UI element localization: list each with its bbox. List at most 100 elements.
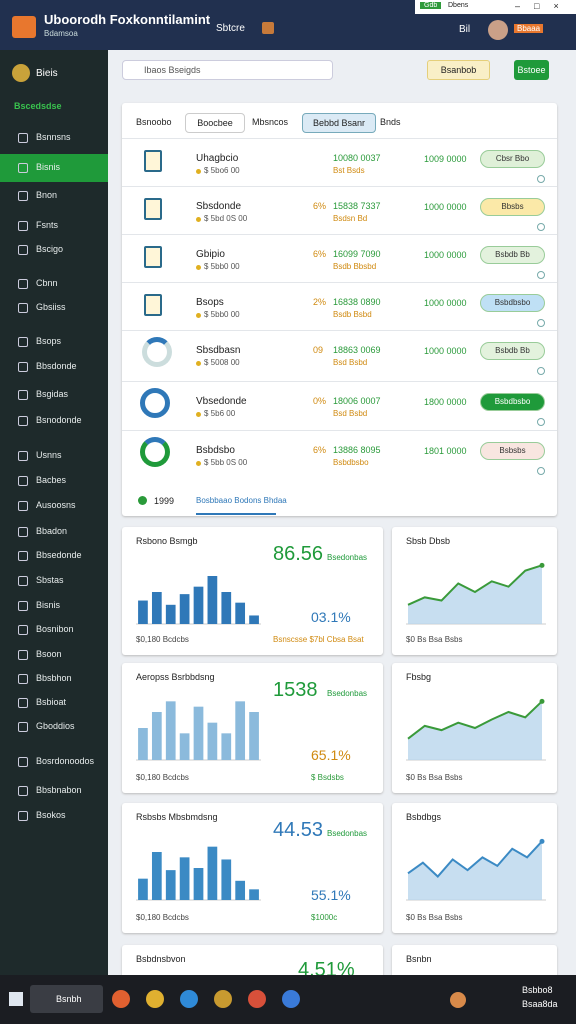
nav-icon <box>18 501 28 511</box>
bar <box>235 701 246 760</box>
tab[interactable]: Bsnoobo <box>136 117 172 127</box>
card-big-label: Bsedonbas <box>327 689 368 698</box>
nav-item[interactable]: Bbsedonde <box>36 550 82 560</box>
nav-item[interactable]: Bsbioat <box>36 697 67 707</box>
row-dot <box>196 412 201 417</box>
bar <box>235 880 246 900</box>
nav-icon <box>18 811 28 821</box>
nav-item[interactable]: Bscedsdse <box>14 101 62 111</box>
nav-icon <box>18 551 28 561</box>
row-info <box>537 223 545 231</box>
footer-icon <box>138 496 147 505</box>
menu[interactable]: Sbtcre <box>216 23 245 34</box>
row-amount-sub: Bsdb Bbsbd <box>333 262 377 271</box>
row-pct: 09 <box>313 345 324 355</box>
area <box>408 841 542 900</box>
nav-item[interactable]: Fsnts <box>36 220 59 230</box>
nav-item[interactable]: Bosrdonoodos <box>36 756 95 766</box>
row-amount-sub: Bsd Bsbd <box>333 409 368 418</box>
chart <box>406 698 546 761</box>
app-icon[interactable] <box>282 990 300 1008</box>
bar <box>151 712 162 760</box>
nav-item[interactable]: Ausoosns <box>36 500 76 510</box>
app-icon[interactable] <box>248 990 266 1008</box>
row-total: 1000 0000 <box>424 346 467 356</box>
tab[interactable]: Mbsncos <box>252 117 289 127</box>
action-button[interactable]: Bstoee <box>514 60 549 80</box>
nav-item[interactable]: Gbsiiss <box>36 302 66 312</box>
nav-item[interactable]: Bsops <box>36 336 62 346</box>
line <box>407 840 543 878</box>
tab[interactable]: Bnds <box>380 117 401 127</box>
footer-link[interactable]: Bosbbaao Bodons Bhdaa <box>196 496 287 505</box>
row-divider <box>122 282 557 283</box>
bar <box>235 602 246 624</box>
nav-item[interactable]: Sbstas <box>36 575 64 585</box>
nav-icon <box>18 390 28 400</box>
row-button[interactable]: Bsbdb Bb <box>480 246 545 264</box>
nav-item[interactable]: Bosnibon <box>36 624 74 634</box>
row-button[interactable]: Bbsbs <box>480 198 545 216</box>
search-box[interactable] <box>122 60 333 80</box>
row-icon <box>144 150 162 172</box>
list-panel: Bsnoobo Boocbee Mbsncos Bebbd Bsanr Bnds Uhag… <box>122 103 557 516</box>
bar <box>151 592 162 624</box>
nav-item[interactable]: Bsnodonde <box>36 415 82 425</box>
start-button[interactable] <box>9 992 23 1006</box>
row-name: Vbsedonde <box>196 396 247 407</box>
row-button[interactable]: Bsbsbs <box>480 442 545 460</box>
nav-item[interactable]: Cbnn <box>36 278 58 288</box>
bar <box>207 846 218 900</box>
strip-text: Dbens <box>448 2 469 9</box>
tab[interactable]: Boocbee <box>185 113 245 133</box>
app-title: Uboorodh Foxkonntilamint <box>44 12 211 27</box>
bar <box>249 615 259 624</box>
row-name: Sbsdbasn <box>196 345 241 356</box>
card-title: Rsbsbs Mbsbmdsng <box>136 812 218 822</box>
row-divider <box>122 138 557 139</box>
bar <box>151 852 162 900</box>
nav-item[interactable]: Bisnis <box>36 600 61 610</box>
row-icon <box>144 198 162 220</box>
row-button[interactable]: Cbsr Bbo <box>480 150 545 168</box>
window-controls: –□× <box>515 1 573 11</box>
row-button[interactable]: Bsbdbsbo <box>480 294 545 312</box>
point <box>539 698 545 704</box>
bar <box>138 728 148 760</box>
app-icon[interactable] <box>180 990 198 1008</box>
nav-item[interactable]: Bsgidas <box>36 389 69 399</box>
nav-item[interactable]: Bacbes <box>36 475 67 485</box>
row-donut <box>140 388 170 418</box>
nav-item[interactable]: Bscigo <box>36 244 64 254</box>
row-button[interactable]: Bsbdb Bb <box>480 342 545 360</box>
row-dot <box>196 313 201 318</box>
nav-item[interactable]: Bisnis <box>36 162 61 172</box>
card: Aeropss Bsrbbdsng 1538 Bsedonbas 65.1% $0,18… <box>122 663 383 793</box>
bar <box>221 592 232 624</box>
card-footer-note: Bsnscsse $7bl Cbsa Bsat <box>273 635 364 644</box>
nav-item[interactable]: Usnns <box>36 450 62 460</box>
app-icon[interactable] <box>112 990 130 1008</box>
nav-item[interactable]: Bbsdonde <box>36 361 77 371</box>
nav-item[interactable]: Bsoon <box>36 649 62 659</box>
user-badge[interactable]: Bbaaa <box>514 24 544 33</box>
tab[interactable]: Bebbd Bsanr <box>302 113 376 133</box>
nav-item[interactable]: Bbadon <box>36 526 68 536</box>
app-icon[interactable] <box>214 990 232 1008</box>
app-icon[interactable] <box>146 990 164 1008</box>
row-button[interactable]: Bsbdbsbo <box>480 393 545 411</box>
filter-button[interactable]: Bsanbob <box>427 60 490 80</box>
row-info <box>537 175 545 183</box>
nav-item[interactable]: Bnon <box>36 190 58 200</box>
card-title: Bsbdbgs <box>406 812 442 822</box>
nav-item[interactable]: Bbsbhon <box>36 673 72 683</box>
row-pct: 6% <box>313 201 327 211</box>
window-strip: Gdb Dbens –□× <box>415 0 576 14</box>
nav-item[interactable]: Gboddios <box>36 721 75 731</box>
taskbar-search[interactable]: Bsnbh <box>30 985 103 1013</box>
nav-item[interactable]: Bsokos <box>36 810 66 820</box>
nav-item[interactable]: Bbsbnabon <box>36 785 82 795</box>
bar <box>207 722 218 760</box>
bar <box>221 733 232 760</box>
nav-item[interactable]: Bsnnsns <box>36 132 71 142</box>
